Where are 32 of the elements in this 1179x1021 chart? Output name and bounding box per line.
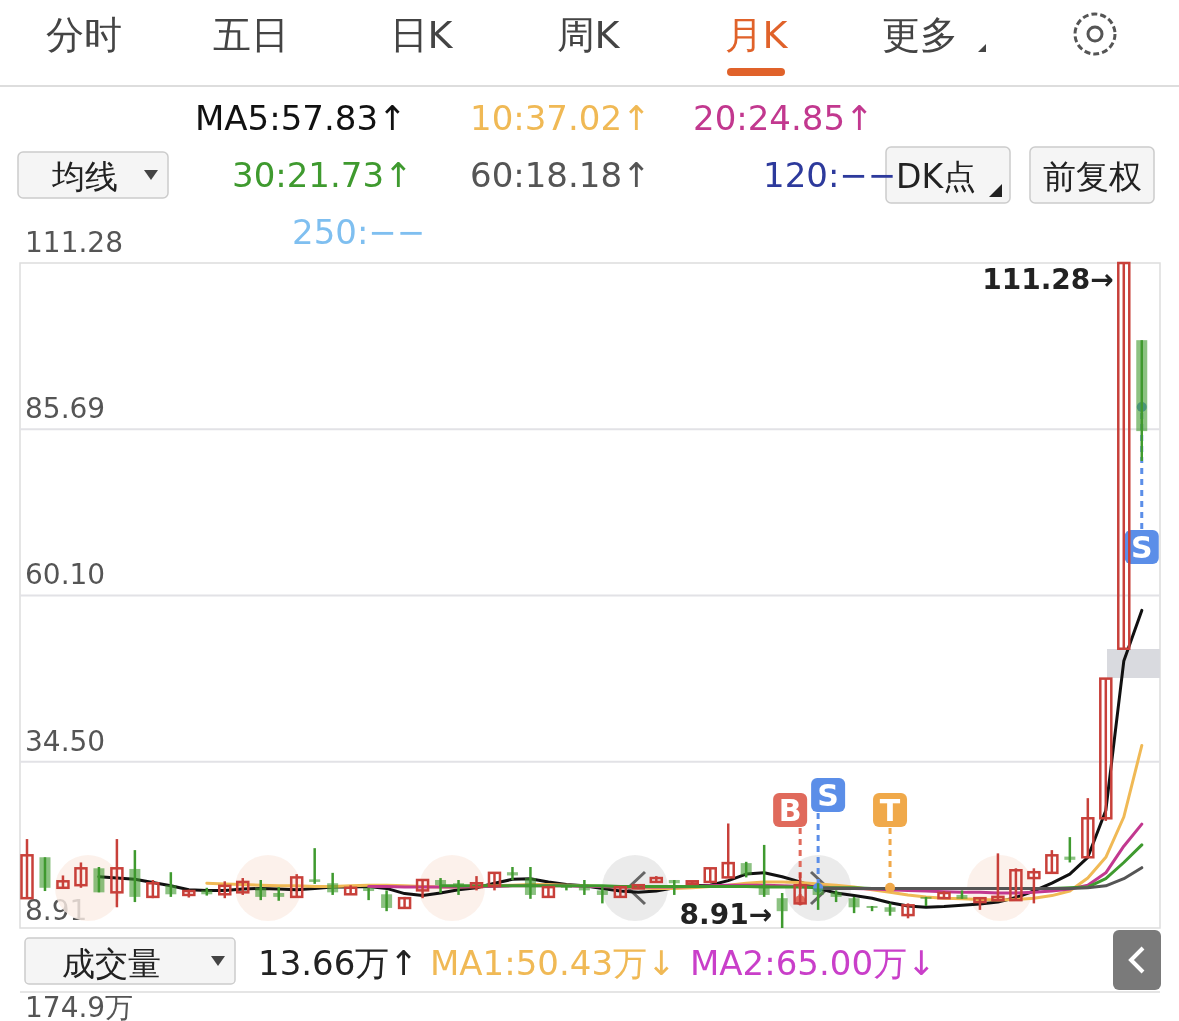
y-tick-label: 34.50: [25, 724, 106, 758]
text: 日K: [389, 13, 454, 57]
annotation: T: [879, 793, 901, 828]
annotation: S: [1130, 530, 1153, 566]
text: 174.9万: [25, 991, 134, 1021]
annotation: 8.91→: [679, 898, 773, 931]
text: 五日: [213, 13, 289, 57]
annotation: S: [817, 778, 839, 813]
legend-label: 250:−−: [292, 212, 426, 252]
text: 20:24.85↑: [693, 98, 874, 138]
text: 成交量: [62, 944, 161, 983]
text: MA2:65.00万↓: [690, 943, 936, 983]
text: 分时: [46, 13, 122, 57]
text: 均线: [51, 157, 118, 196]
legend-label: 120:−−: [763, 155, 897, 195]
text: 月K: [724, 13, 789, 57]
y-tick-label: 111.28: [25, 226, 123, 259]
text: MA5:57.83↑: [195, 98, 407, 138]
text: 60:18.18↑: [470, 155, 651, 195]
y-tick-label: 85.69: [25, 392, 106, 426]
y-tick-label: 8.91: [25, 894, 88, 927]
text: 更多: [882, 13, 958, 57]
text: 30:21.73↑: [232, 155, 413, 195]
text: DK点: [895, 157, 977, 196]
text: MA1:50.43万↓: [430, 943, 676, 983]
text: 周K: [556, 13, 621, 57]
text: 前复权: [1042, 157, 1142, 196]
annotation: 111.28→: [982, 263, 1114, 296]
y-tick-label: 60.10: [25, 558, 106, 592]
text: 13.66万↑: [258, 943, 418, 983]
annotation: B: [778, 793, 802, 828]
text: 10:37.02↑: [470, 98, 651, 138]
